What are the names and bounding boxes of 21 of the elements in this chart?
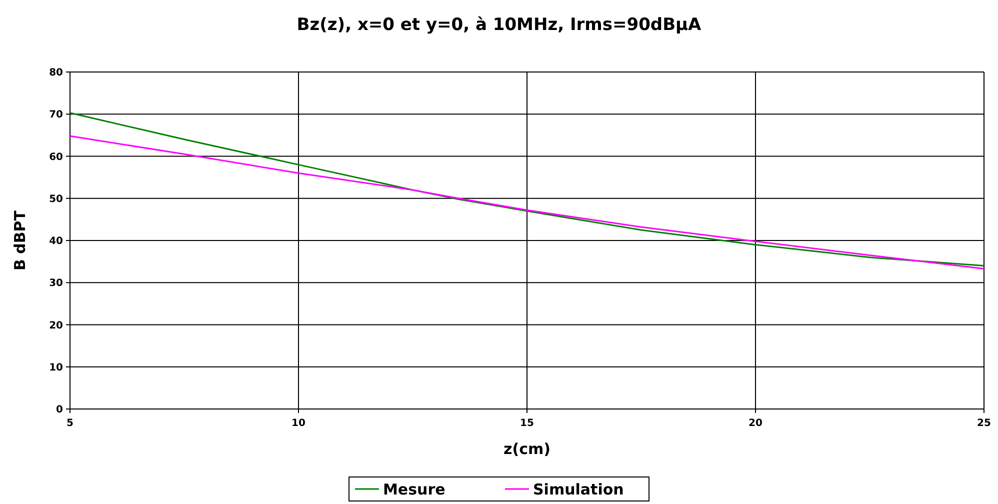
y-tick-label: 0 — [56, 404, 64, 416]
x-tick-label: 15 — [520, 418, 534, 429]
y-tick-label: 60 — [49, 152, 64, 163]
y-tick-label: 20 — [49, 320, 64, 332]
x-tick-label: 5 — [66, 418, 74, 429]
line-series — [69, 112, 985, 267]
legend-label: Mesure — [383, 480, 446, 498]
chart-title: Bz(z), x=0 et y=0, à 10MHz, Irms=90dBµA — [296, 15, 702, 35]
y-tick-label: 40 — [49, 236, 64, 247]
line-series — [69, 135, 985, 270]
y-tick-label: 70 — [49, 110, 64, 121]
x-tick-label: 20 — [748, 418, 762, 429]
y-tick-label: 30 — [49, 278, 64, 290]
x-tick-label: 10 — [292, 418, 306, 429]
y-axis-title: B dBPT — [11, 210, 29, 271]
x-axis-title: z(cm) — [504, 440, 550, 458]
y-tick-label: 50 — [49, 194, 64, 205]
y-tick-label: 10 — [49, 362, 64, 374]
y-tick-label: 80 — [49, 68, 64, 78]
legend-label: Simulation — [533, 480, 624, 498]
x-tick-label: 25 — [977, 418, 991, 429]
